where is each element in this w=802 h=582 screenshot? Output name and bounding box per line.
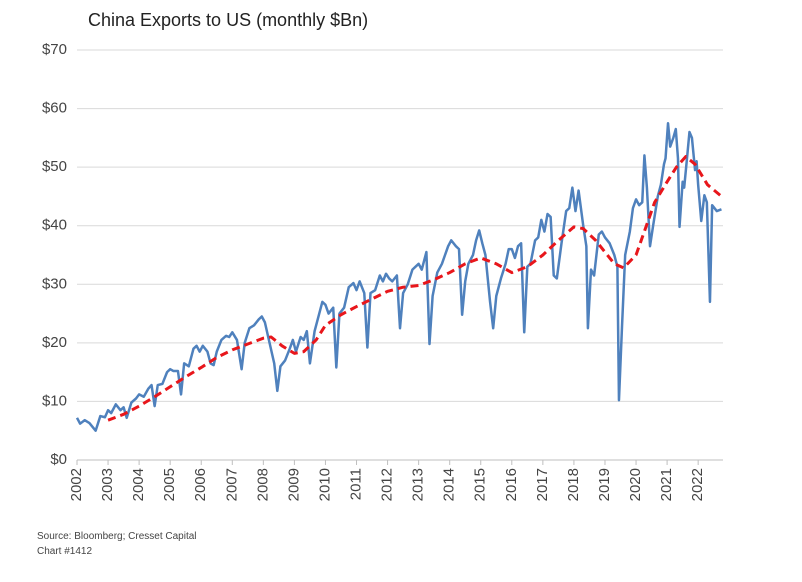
x-tick-label: 2015 (472, 468, 489, 501)
data-line (75, 121, 722, 432)
x-tick-label: 2002 (68, 468, 85, 501)
y-tick-label: $50 (42, 158, 67, 175)
x-tick-label: 2012 (379, 468, 396, 501)
x-tick-label: 2018 (565, 468, 582, 501)
x-tick-label: 2013 (410, 468, 427, 501)
x-tick-label: 2008 (254, 468, 271, 501)
x-tick-label: 2007 (223, 468, 240, 501)
y-tick-label: $30 (42, 275, 67, 292)
x-tick-label: 2017 (534, 468, 551, 501)
x-tick-label: 2011 (347, 468, 364, 500)
chart-number: Chart #1412 (37, 546, 92, 557)
x-tick-label: 2009 (285, 468, 302, 501)
x-tick-label: 2003 (99, 468, 116, 501)
source-note: Source: Bloomberg; Cresset Capital (37, 531, 197, 542)
x-tick-label: 2004 (130, 468, 147, 501)
chart-title: China Exports to US (monthly $Bn) (88, 10, 368, 30)
x-tick-label: 2020 (627, 468, 644, 501)
y-tick-label: $0 (50, 451, 67, 468)
y-tick-label: $70 (42, 41, 67, 58)
y-tick-label: $20 (42, 334, 67, 351)
y-tick-label: $60 (42, 100, 67, 117)
x-tick-label: 2014 (441, 468, 458, 501)
y-tick-label: $40 (42, 217, 67, 234)
x-tick-label: 2016 (503, 468, 520, 501)
x-tick-label: 2022 (689, 468, 706, 501)
x-tick-label: 2005 (161, 468, 178, 501)
x-tick-label: 2019 (596, 468, 613, 501)
x-tick-label: 2006 (192, 468, 209, 501)
y-tick-label: $10 (42, 392, 67, 409)
x-tick-label: 2010 (316, 468, 333, 501)
x-tick-label: 2021 (658, 468, 675, 501)
trend-line (107, 155, 724, 422)
